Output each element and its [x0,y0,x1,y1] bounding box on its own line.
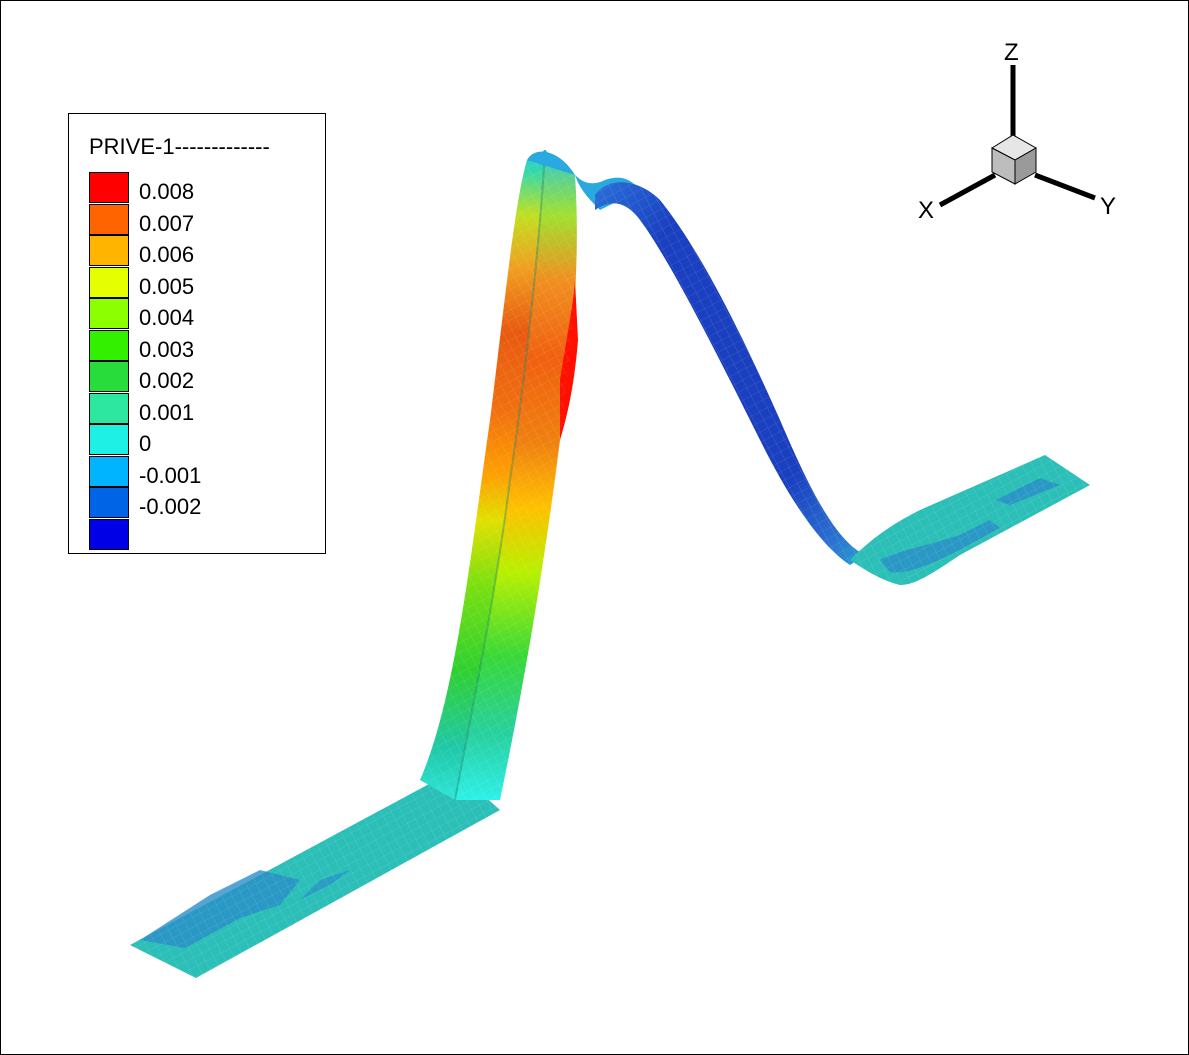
axis-x-label: X [918,197,934,224]
legend-level-label: 0.001 [139,399,195,425]
legend-level-label: 0.005 [139,273,195,299]
legend-swatch [89,361,129,392]
legend-swatch [89,172,129,203]
right-flat-strip [850,455,1090,585]
axis-z-label: Z [1004,39,1019,66]
legend-level-label: -0.001 [139,462,202,488]
legend-level-label: 0.008 [139,179,195,204]
falling-ridge [527,151,865,565]
legend-level-label: -0.002 [139,494,202,519]
rising-ridge [420,149,578,801]
left-flat-strip [130,770,500,978]
contour-legend: PRIVE-1------------- 0.008 0.007 0.006 0.00… [68,113,326,554]
legend-swatch [89,518,129,550]
axis-y-label: Y [1100,193,1116,220]
legend-swatch [89,235,129,266]
legend-swatch [89,455,129,487]
legend-swatch [89,487,129,518]
legend-level-label: 0.007 [139,210,195,236]
legend-level-label: 0.004 [139,305,195,330]
legend-swatch [89,203,129,235]
legend-swatch [89,266,129,298]
legend-level-label: 0.003 [139,336,195,362]
legend-level-label: 0.006 [139,242,195,267]
legend-level-label: 0 [139,431,152,456]
legend-swatch [89,424,129,455]
legend-swatch [89,298,129,329]
legend-swatch [89,329,129,361]
orientation-axes: Z X Y [918,39,1116,224]
legend-title: PRIVE-1------------- [89,134,270,159]
legend-level-label: 0.002 [139,368,195,393]
legend-swatch [89,392,129,424]
